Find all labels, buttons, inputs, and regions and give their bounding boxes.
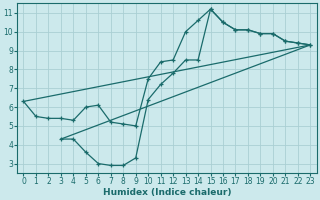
X-axis label: Humidex (Indice chaleur): Humidex (Indice chaleur) <box>103 188 231 197</box>
